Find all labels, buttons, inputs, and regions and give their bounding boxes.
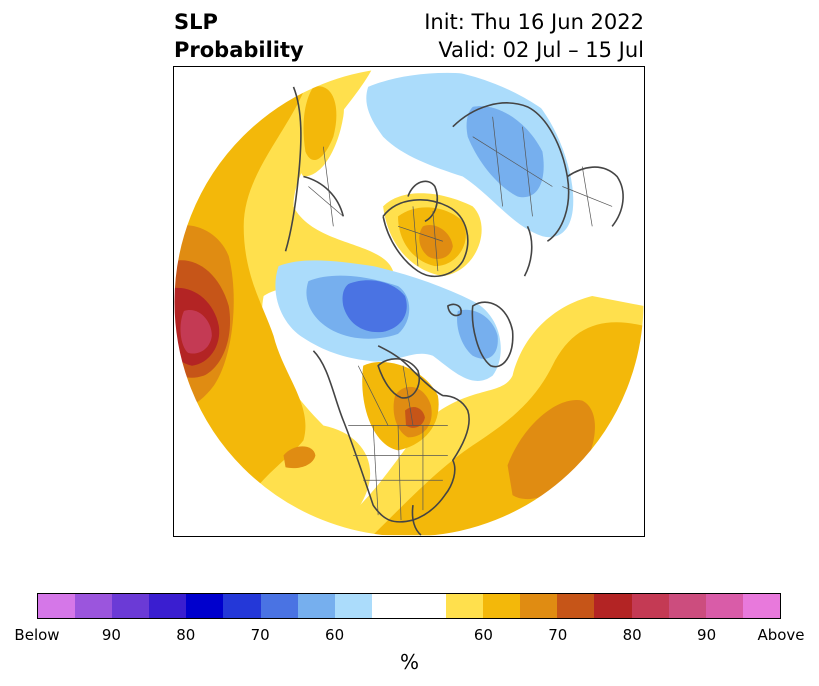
above-70-region-gulf (283, 446, 316, 469)
above-65-region-greenland (303, 86, 337, 161)
colorbar-segment (260, 594, 298, 618)
colorbar-segment (742, 594, 780, 618)
above-70-region-europe (419, 225, 453, 259)
coastline-hudson-bay (377, 358, 420, 399)
coastline-siberia (452, 102, 570, 242)
colorbar-neutral-segment (371, 594, 447, 618)
colorbar-segment (483, 594, 521, 618)
init-date-label: Init: Thu 16 Jun 2022 (424, 10, 644, 34)
colorbar-tick-label: 60 (473, 626, 493, 644)
coastlines (284, 86, 624, 536)
border-canada-provinces (357, 365, 414, 426)
border-asia-2 (562, 166, 613, 227)
colorbar-segment (557, 594, 595, 618)
probability-colorbar (37, 593, 781, 619)
colorbar-tick-labels: Below 90 80 70 60 60 70 80 90 Above (0, 626, 819, 646)
coastline-asia-east (566, 166, 624, 227)
probability-map-svg (174, 67, 644, 536)
colorbar-segment (594, 594, 632, 618)
colorbar-segment (668, 594, 706, 618)
border-middle-east (308, 146, 344, 227)
forecast-dates: Init: Thu 16 Jun 2022 Valid: 02 Jul – 15… (424, 8, 644, 64)
colorbar-tick-label: 80 (622, 626, 642, 644)
colorbar-segment (75, 594, 113, 618)
above-85-region-pacific (180, 309, 212, 354)
coastline-florida (411, 505, 422, 536)
map-title: SLP Probability (174, 8, 304, 64)
colorbar-segment (631, 594, 669, 618)
valid-date-label: Valid: 02 Jul – 15 Jul (438, 38, 644, 62)
colorbar-segment (520, 594, 558, 618)
polar-map (173, 66, 645, 537)
colorbar-segment (149, 594, 187, 618)
colorbar-tick-label: 80 (176, 626, 196, 644)
colorbar-segment (38, 594, 76, 618)
colorbar-tick-label: Above (757, 626, 805, 644)
coastline-scandinavia (407, 180, 439, 223)
coastline-kamchatka (523, 225, 533, 277)
colorbar-tick-label: 60 (325, 626, 345, 644)
border-us-states-4 (397, 425, 402, 521)
title-line-2: Probability (174, 38, 304, 62)
colorbar-segment (705, 594, 743, 618)
country-borders (308, 116, 613, 521)
title-line-1: SLP (174, 10, 218, 34)
coastline-europe (382, 199, 469, 278)
coastline-iceland (447, 303, 462, 317)
colorbar-segment (223, 594, 261, 618)
colorbar-tick-label: 70 (250, 626, 270, 644)
coastline-greenland (471, 301, 514, 368)
colorbar-segment (446, 594, 484, 618)
colorbar-tick-label: 90 (697, 626, 717, 644)
colorbar-unit-label: % (399, 650, 419, 674)
border-us-states-3 (372, 425, 379, 516)
above-75-region-us (405, 407, 425, 428)
shading-layer (174, 67, 644, 536)
coastline-asia-west (284, 86, 302, 252)
below-65-region-canada (457, 309, 498, 359)
colorbar-tick-label: 70 (548, 626, 568, 644)
colorbar-segment (186, 594, 224, 618)
below-70-region-arctic (342, 280, 407, 333)
below-65-region-siberia (466, 106, 544, 198)
colorbar-segment (297, 594, 335, 618)
border-europe-1 (397, 206, 443, 272)
colorbar-tick-label: 90 (101, 626, 121, 644)
coastline-north-america (312, 345, 470, 523)
colorbar-segment (112, 594, 150, 618)
hemisphere-edge (174, 67, 644, 536)
colorbar-tick-label: Below (14, 626, 60, 644)
colorbar-segment (334, 594, 372, 618)
border-asia-1 (472, 116, 553, 217)
